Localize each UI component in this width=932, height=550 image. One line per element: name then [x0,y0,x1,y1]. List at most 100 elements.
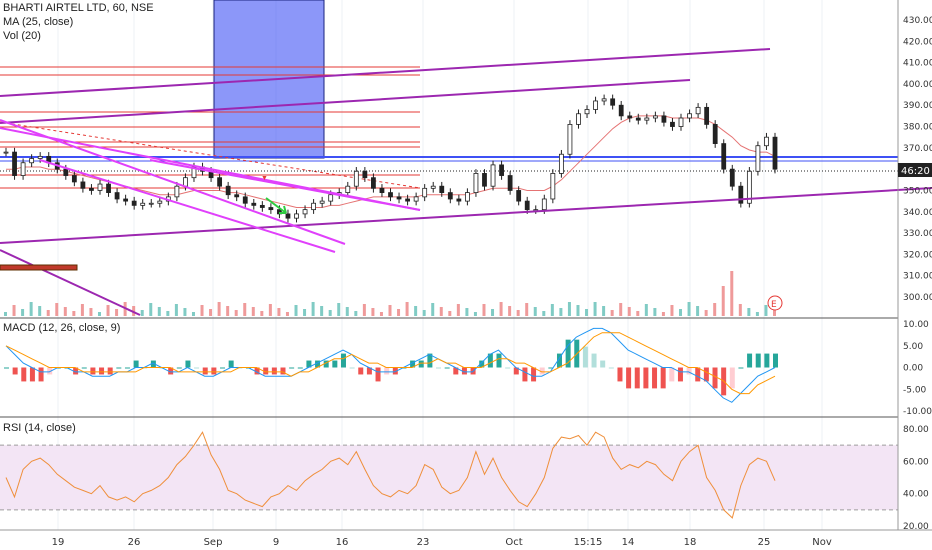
volume-bar [627,307,631,316]
rsi-legend[interactable]: RSI (14, close) [3,422,76,434]
dashed-trendline[interactable] [0,121,421,189]
macd-hist-bar [323,360,329,368]
macd-hist-bar [289,367,295,369]
macd-hist-bar [695,367,701,382]
volume-bar [157,307,161,316]
candle-body [37,155,43,159]
candle-body [652,115,658,119]
volume-bar [764,305,768,316]
macd-hist-bar [729,367,735,389]
macd-hist-bar [340,353,346,368]
candle-body [89,187,94,191]
candle-body [80,181,86,189]
macd-line [5,327,776,403]
price-axis[interactable]: 430.00 420.00 410.00 400.00 390.00 380.00 370.… [903,16,932,303]
macd-legend[interactable]: MACD (12, 26, close, 9) [3,322,121,334]
candle-body [644,117,650,121]
macd-hist-bar [626,367,632,389]
candle-body [157,200,163,204]
time-axis[interactable]: 19 26 Sep 9 16 23 Oct 15:15 14 18 25 Nov [52,537,832,548]
volume-bar [38,306,42,316]
macd-hist-bar [38,367,44,382]
candle-body [661,115,667,123]
volume-bar [687,302,691,316]
volume-bar [550,304,554,316]
candle-body [225,185,231,196]
candle-body [20,162,26,176]
time-tick: 25 [758,537,771,548]
vol-legend[interactable]: Vol (20) [3,30,41,42]
candle-body [217,177,223,187]
candle-body [251,202,257,206]
candle-body [635,117,641,121]
volume-bar [311,302,315,316]
candle-body [764,136,769,147]
ma-legend[interactable]: MA (25, close) [3,16,74,28]
candle-body [131,200,137,206]
macd-hist-bar [703,367,709,382]
macd-hist-bar [505,367,511,369]
volume-bar [593,302,597,316]
rsi-pane[interactable] [0,431,898,519]
trendline[interactable] [149,159,421,211]
volume-bar [576,305,580,316]
green-arrow[interactable] [265,197,287,214]
macd-hist-bar [755,353,761,368]
volume-bar [755,312,759,316]
trendline[interactable] [0,48,771,97]
macd-hist-bar [228,360,234,368]
candle-body [755,145,761,172]
macd-axis[interactable]: 10.00 5.00 0.00 -5.00 -10.00 [903,320,932,417]
volume-bar [354,311,358,316]
volume-bar [63,307,67,316]
macd-hist-bar [254,367,260,375]
trendline[interactable] [0,79,691,124]
volume-bar [559,308,563,316]
macd-hist-bar [496,353,502,368]
volume-bar [89,308,93,316]
price-tick: 310.00 [903,272,932,282]
macd-hist-bar [99,367,105,375]
volume-bar [97,312,101,316]
countdown-badge: 46:20 [901,166,930,177]
volume-bar [268,304,272,316]
rsi-axis[interactable]: 80.00 60.00 40.00 20.00 [903,425,929,532]
volume-bar [679,309,683,316]
trendline[interactable] [0,187,932,244]
brown-marker-box[interactable] [0,264,78,271]
volume-bar [533,307,537,316]
volume-bar [303,309,307,316]
volume-bar [285,312,289,316]
trendline[interactable] [0,249,141,316]
volume-bar [345,307,349,316]
time-tick: 26 [128,537,141,548]
volume-bar [337,303,341,316]
candle-body [746,170,752,204]
volume-bar [294,305,298,316]
candle-body [396,196,402,200]
trendlines[interactable] [0,48,932,316]
volume-bar [226,306,230,316]
time-tick: 19 [52,537,65,548]
macd-hist-bar [686,367,692,375]
volume-bar [730,271,734,316]
price-pane[interactable]: ▼ [0,0,932,316]
macd-hist-bar [150,360,156,368]
macd-pane[interactable] [4,327,778,403]
macd-hist-bar [12,367,18,375]
rsi-tick: 80.00 [903,425,929,435]
macd-hist-bar [660,367,666,389]
volume-bar [661,312,665,316]
candle-body [319,200,325,204]
price-tick: 330.00 [903,229,932,239]
macd-tick: 0.00 [903,364,923,374]
trendline[interactable] [39,159,336,253]
trendline[interactable] [0,119,346,245]
volume-bar [260,311,264,316]
candle-body [558,153,564,174]
candle-body [627,115,633,119]
earnings-event-icon[interactable] [767,295,783,311]
volume-bar [542,311,546,316]
macd-hist-bar [617,367,623,382]
candle-body [234,194,240,198]
